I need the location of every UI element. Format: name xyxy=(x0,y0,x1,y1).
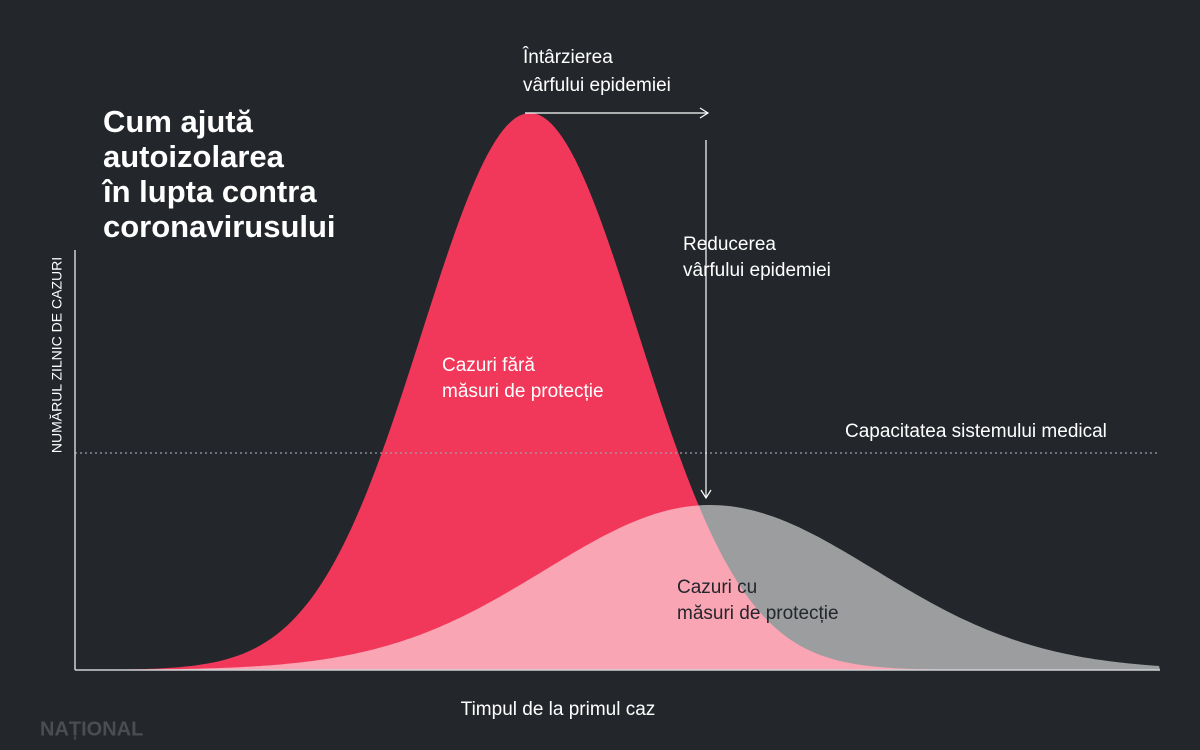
reduction-label: vârfului epidemiei xyxy=(683,260,831,281)
y-axis-label: NUMĂRUL ZILNIC DE CAZURI xyxy=(49,257,65,453)
delay-arrow-head xyxy=(699,107,710,119)
capacity-label: Capacitatea sistemului medical xyxy=(845,421,1107,442)
reduction-arrow-head xyxy=(700,489,712,500)
delay-label: Întârzierea xyxy=(522,46,613,68)
no-protection-label: Cazuri fără xyxy=(442,355,535,376)
x-axis-label: Timpul de la primul caz xyxy=(461,699,656,720)
no-protection-label: măsuri de protecție xyxy=(442,381,604,402)
with-protection-label: Cazuri cu xyxy=(677,577,757,598)
delay-label: vârfului epidemiei xyxy=(523,75,671,96)
title-line: autoizolarea xyxy=(103,139,285,174)
reduction-label: Reducerea xyxy=(683,234,776,255)
with-protection-label: măsuri de protecție xyxy=(677,603,839,624)
title-line: coronavirusului xyxy=(103,209,336,244)
watermark: NAȚIONAL xyxy=(40,718,143,740)
title-line: în lupta contra xyxy=(101,174,317,209)
curve-no-protection xyxy=(75,113,1000,670)
title: Cum ajută autoizolarea în lupta contra c… xyxy=(101,104,336,244)
title-line: Cum ajută xyxy=(103,104,254,139)
curve-with-protection xyxy=(75,505,1160,670)
